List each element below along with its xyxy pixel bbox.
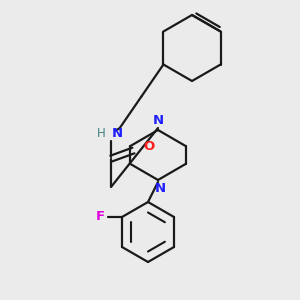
Text: H: H: [97, 127, 105, 140]
Text: F: F: [95, 211, 105, 224]
Text: N: N: [111, 127, 122, 140]
Text: O: O: [143, 140, 155, 153]
Text: N: N: [154, 182, 166, 196]
Text: N: N: [152, 115, 164, 128]
